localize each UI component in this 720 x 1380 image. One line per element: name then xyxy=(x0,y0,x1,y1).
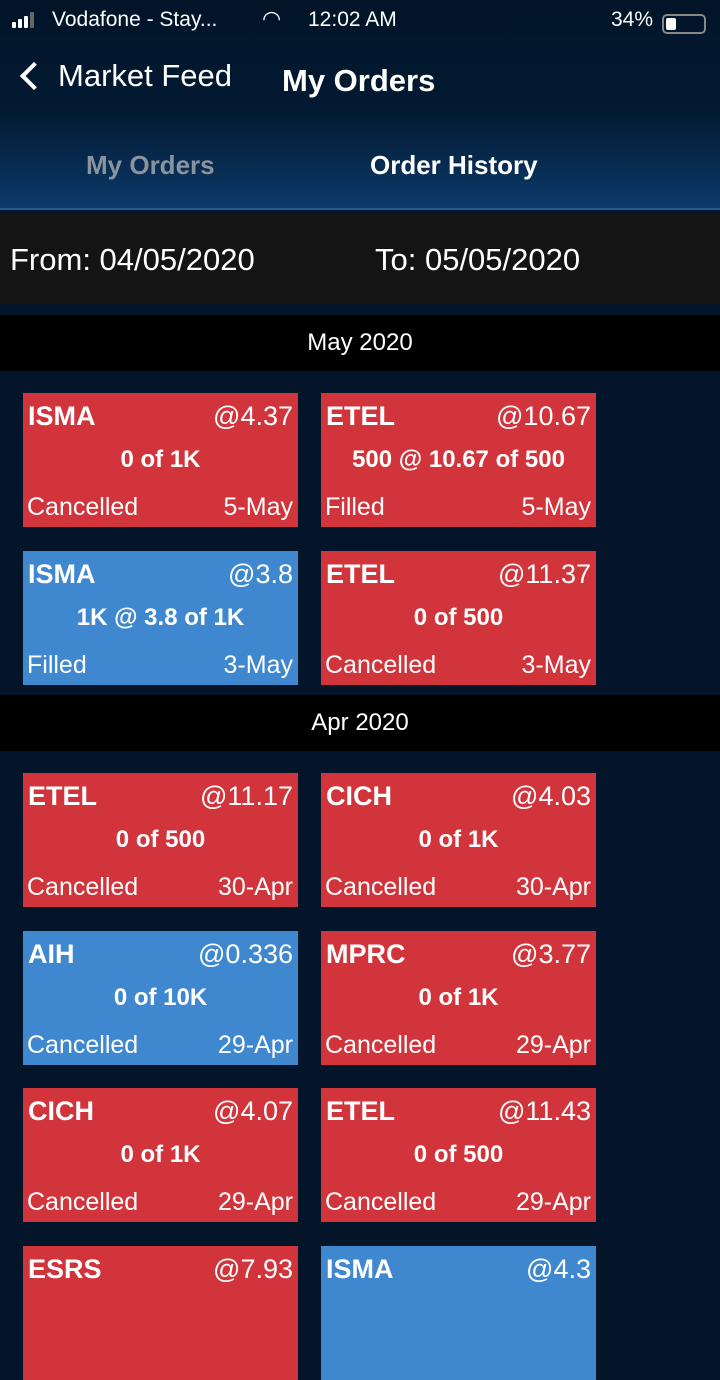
order-symbol: ETEL xyxy=(326,558,396,589)
order-date: 29-Apr xyxy=(515,1030,591,1059)
header: Vodafone - Stay... ◠ 12:02 AM 34% Market… xyxy=(0,0,720,210)
month-section-header: Apr 2020 xyxy=(0,695,720,751)
back-label: Market Feed xyxy=(58,58,233,93)
order-quantity: 500 @ 10.67 of 500 xyxy=(352,446,565,473)
order-price: @3.8 xyxy=(228,558,293,589)
order-date: 30-Apr xyxy=(217,873,293,901)
order-card[interactable]: CICH @4.03 0 of 1K Cancelled 30-Apr xyxy=(321,773,596,907)
order-card[interactable]: ISMA @3.8 1K @ 3.8 of 1K Filled 3-May xyxy=(23,550,298,685)
order-symbol: ISMA xyxy=(28,401,96,431)
order-status: Cancelled xyxy=(325,1030,437,1059)
page-title: My Orders xyxy=(282,63,436,98)
tab-order-history[interactable]: Order History xyxy=(370,150,538,180)
order-card[interactable]: ETEL @11.37 0 of 500 Cancelled 3-May xyxy=(321,550,596,685)
signal-icon xyxy=(12,12,34,28)
order-date: 3-May xyxy=(521,650,591,679)
order-card[interactable]: ETEL @11.17 0 of 500 Cancelled 30-Apr xyxy=(23,773,298,907)
order-status: Filled xyxy=(325,493,385,521)
back-button[interactable]: Market Feed xyxy=(14,58,232,94)
order-date: 29-Apr xyxy=(515,1188,591,1216)
chevron-left-icon xyxy=(19,61,49,91)
wifi-icon: ◠ xyxy=(262,6,282,31)
order-date: 29-Apr xyxy=(217,1188,293,1216)
order-date: 5-May xyxy=(521,493,591,521)
order-symbol: ESRS xyxy=(28,1253,102,1284)
order-symbol: ETEL xyxy=(28,781,98,811)
order-symbol: ETEL xyxy=(326,401,396,431)
order-symbol: ISMA xyxy=(326,1253,394,1284)
order-date: 30-Apr xyxy=(515,873,591,901)
to-date-picker[interactable]: To: 05/05/2020 xyxy=(375,242,581,277)
order-quantity: 0 of 1K xyxy=(418,983,499,1011)
carrier-name: Vodafone - Stay... xyxy=(52,8,218,31)
from-date-picker[interactable]: From: 04/05/2020 xyxy=(10,242,255,277)
order-quantity: 0 of 1K xyxy=(418,826,499,853)
order-quantity: 0 of 1K xyxy=(120,446,201,473)
order-card[interactable]: ESRS @7.93 xyxy=(23,1245,298,1380)
order-symbol: MPRC xyxy=(326,938,406,969)
order-card[interactable]: ISMA @4.3 xyxy=(321,1245,596,1380)
order-symbol: AIH xyxy=(28,938,75,969)
clock: 12:02 AM xyxy=(308,8,397,31)
order-card[interactable]: ETEL @10.67 500 @ 10.67 of 500 Filled 5-… xyxy=(321,393,596,527)
order-price: @4.03 xyxy=(511,781,591,811)
order-card[interactable]: AIH @0.336 0 of 10K Cancelled 29-Apr xyxy=(23,930,298,1065)
order-price: @11.17 xyxy=(200,781,293,811)
order-price: @11.37 xyxy=(498,558,591,589)
order-quantity: 1K @ 3.8 of 1K xyxy=(76,603,245,631)
order-status: Cancelled xyxy=(27,873,139,901)
order-status: Cancelled xyxy=(27,493,139,521)
order-date: 3-May xyxy=(223,650,293,679)
order-status: Cancelled xyxy=(325,873,437,901)
order-price: @0.336 xyxy=(198,938,293,969)
order-card[interactable]: ISMA @4.37 0 of 1K Cancelled 5-May xyxy=(23,393,298,527)
battery-icon xyxy=(662,14,706,34)
order-quantity: 0 of 10K xyxy=(113,983,208,1011)
battery-percent: 34% xyxy=(611,8,654,31)
order-price: @7.93 xyxy=(213,1253,293,1284)
order-quantity: 0 of 500 xyxy=(413,603,504,631)
order-quantity: 0 of 1K xyxy=(120,1141,201,1168)
order-date: 5-May xyxy=(223,493,293,521)
order-status: Cancelled xyxy=(325,650,437,679)
order-price: @4.07 xyxy=(213,1096,293,1126)
date-filter: From: 04/05/2020 To: 05/05/2020 xyxy=(0,214,720,304)
order-symbol: ISMA xyxy=(28,558,96,589)
order-symbol: CICH xyxy=(28,1096,94,1126)
order-symbol: ETEL xyxy=(326,1096,396,1126)
order-quantity: 0 of 500 xyxy=(115,826,206,853)
order-price: @4.3 xyxy=(526,1253,591,1284)
order-price: @11.43 xyxy=(498,1096,591,1126)
order-price: @10.67 xyxy=(496,401,591,431)
order-status: Cancelled xyxy=(325,1188,437,1216)
order-date: 29-Apr xyxy=(217,1030,293,1059)
month-section-header: May 2020 xyxy=(0,315,720,371)
order-card[interactable]: CICH @4.07 0 of 1K Cancelled 29-Apr xyxy=(23,1088,298,1222)
order-status: Filled xyxy=(27,650,87,679)
order-card[interactable]: MPRC @3.77 0 of 1K Cancelled 29-Apr xyxy=(321,930,596,1065)
tab-my-orders[interactable]: My Orders xyxy=(86,150,215,180)
status-bar: Vodafone - Stay... ◠ 12:02 AM 34% xyxy=(0,6,720,36)
order-status: Cancelled xyxy=(27,1188,139,1216)
order-card[interactable]: ETEL @11.43 0 of 500 Cancelled 29-Apr xyxy=(321,1088,596,1222)
order-symbol: CICH xyxy=(326,781,392,811)
order-price: @4.37 xyxy=(213,401,293,431)
order-status: Cancelled xyxy=(27,1030,139,1059)
order-quantity: 0 of 500 xyxy=(413,1141,504,1168)
order-price: @3.77 xyxy=(511,938,591,969)
